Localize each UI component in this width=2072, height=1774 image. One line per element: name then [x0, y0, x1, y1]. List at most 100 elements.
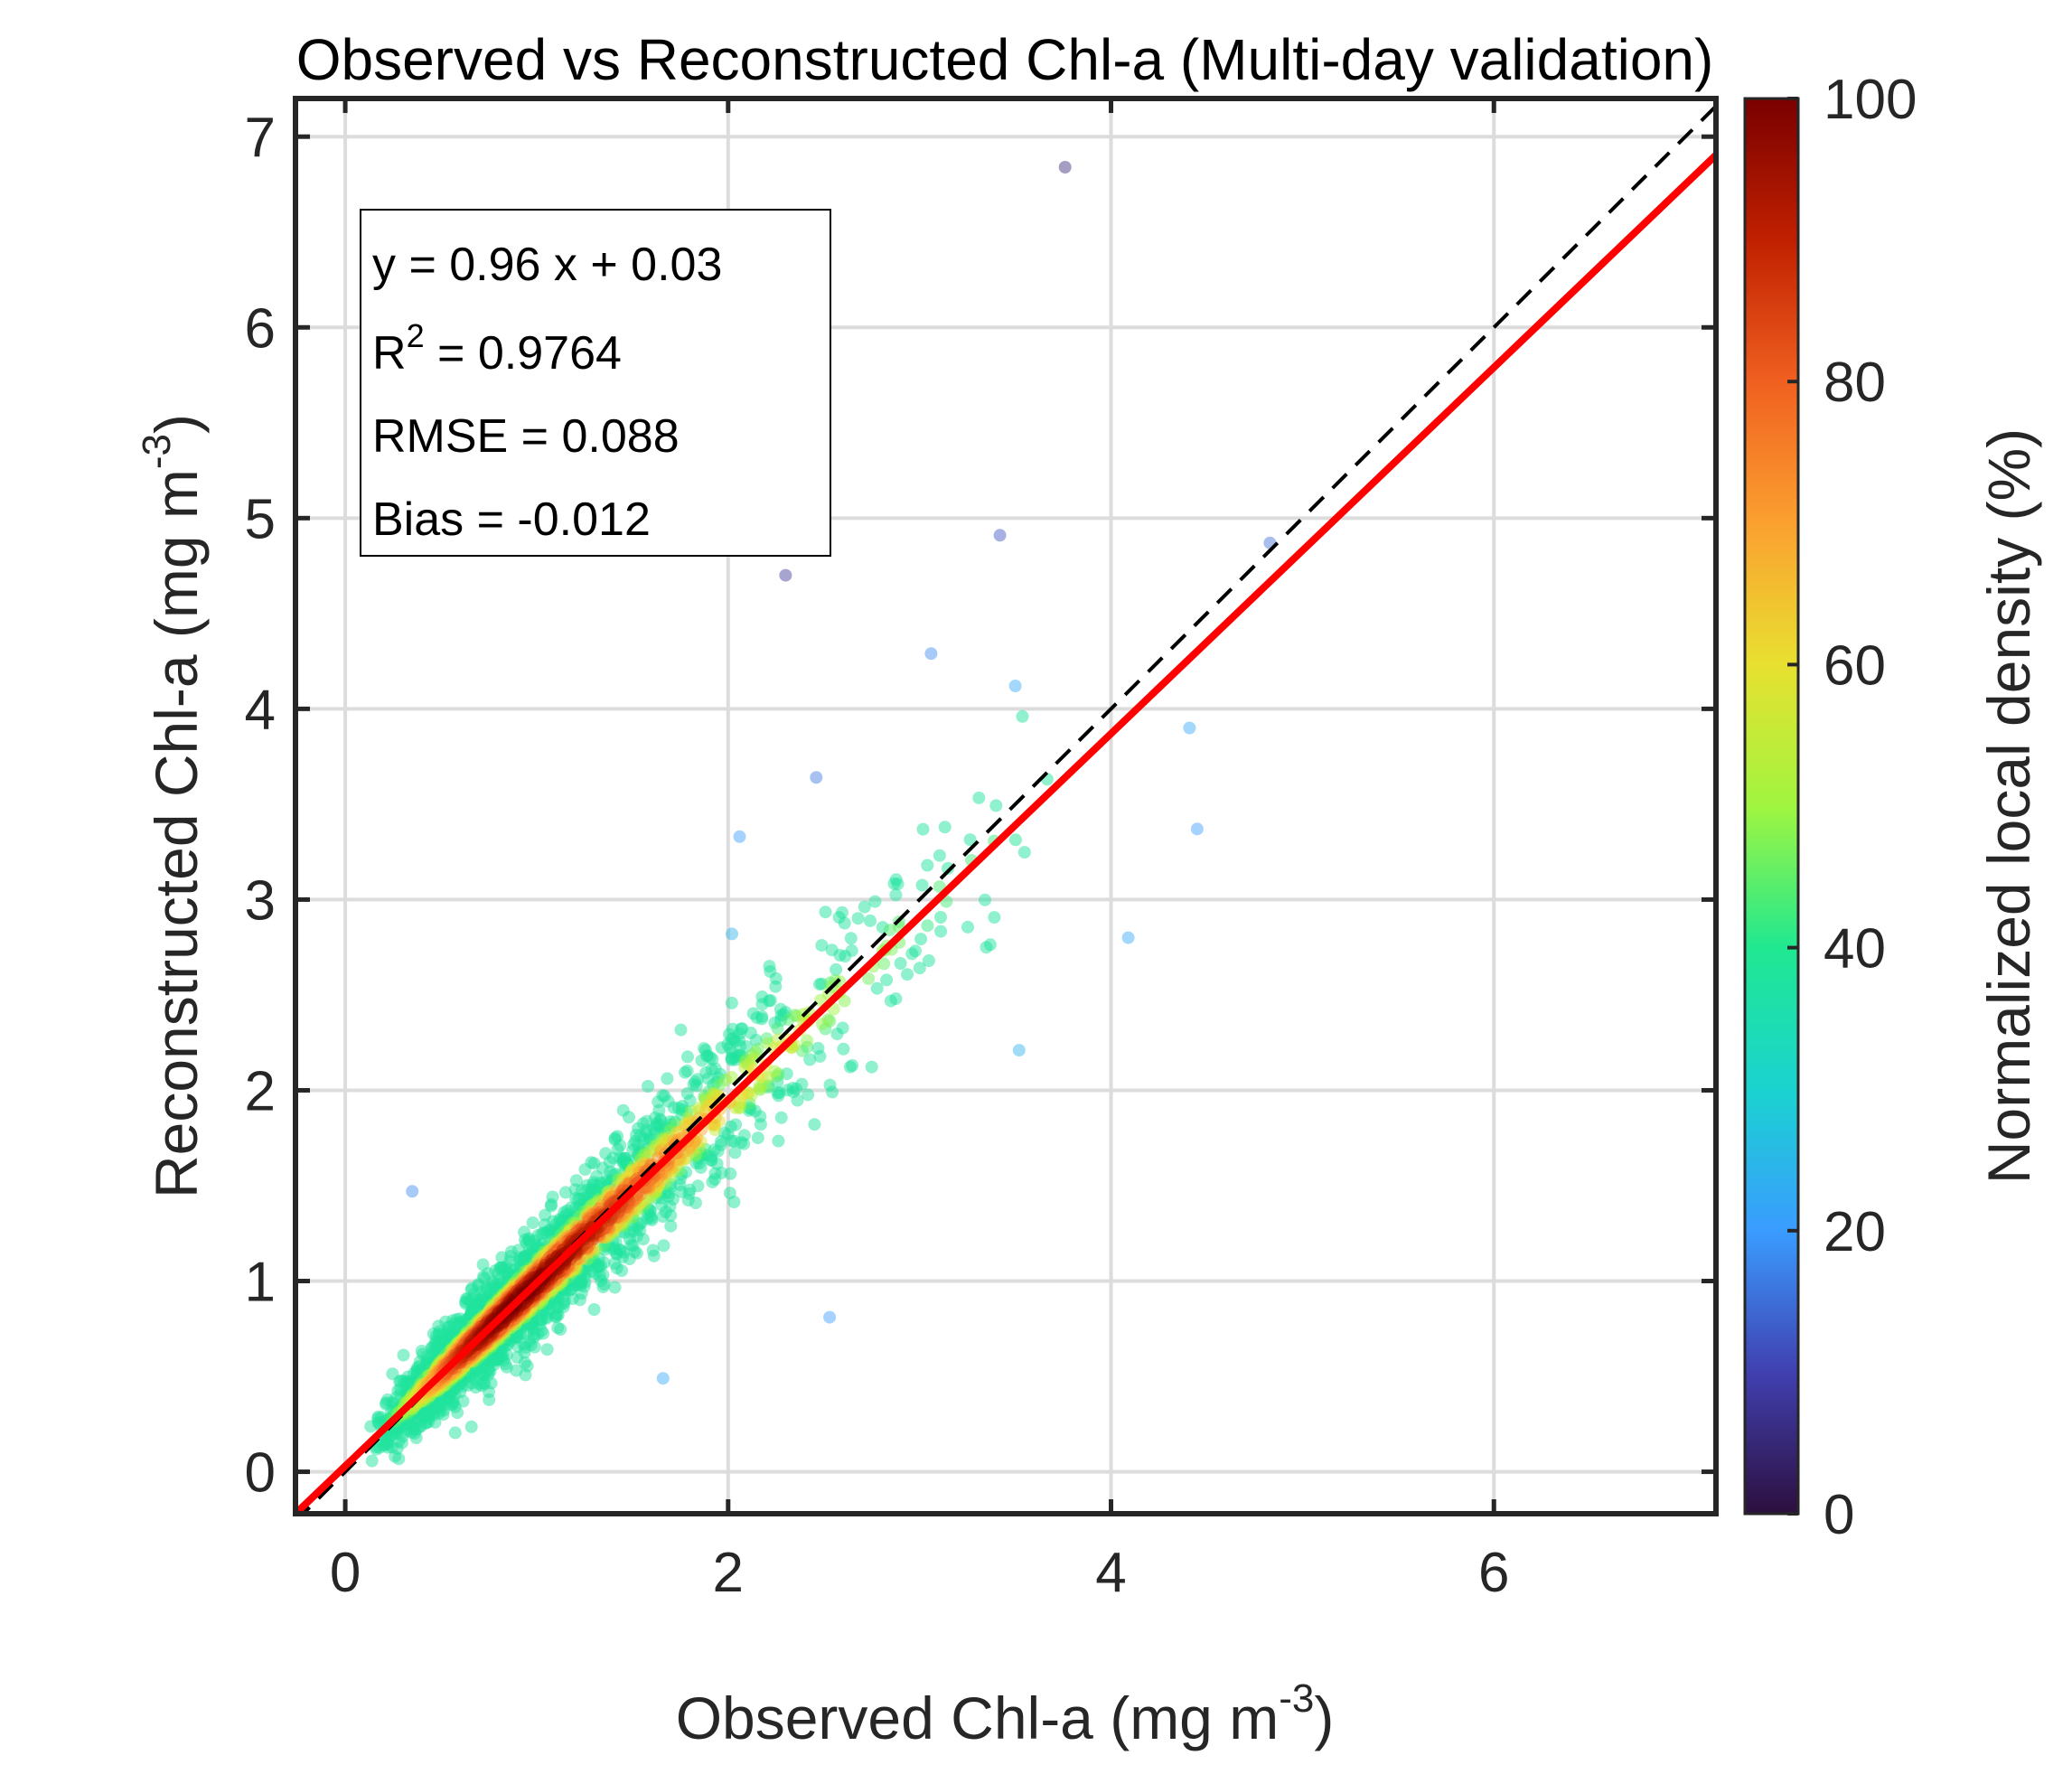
data-point — [647, 1249, 661, 1262]
data-point — [755, 990, 769, 1003]
y-tick-label: 5 — [245, 488, 276, 550]
data-point — [520, 1236, 533, 1250]
data-point — [913, 962, 926, 975]
rmse: RMSE = 0.088 — [372, 410, 680, 463]
data-point — [887, 877, 901, 890]
data-point — [728, 1146, 742, 1159]
data-point — [813, 1049, 827, 1063]
data-point — [714, 1138, 727, 1151]
data-point — [726, 927, 738, 941]
data-point — [889, 888, 903, 902]
data-point — [795, 1077, 809, 1091]
data-point — [830, 1028, 844, 1041]
data-point — [774, 1111, 788, 1124]
data-point — [623, 1111, 635, 1124]
data-point — [675, 1185, 688, 1198]
data-point — [656, 1210, 670, 1223]
colorbar-tick-label: 100 — [1824, 69, 1917, 131]
data-point — [914, 933, 928, 946]
data-point — [1016, 709, 1029, 723]
data-point — [938, 821, 952, 834]
y-tick-label: 2 — [245, 1060, 276, 1122]
data-point — [465, 1371, 479, 1384]
data-point — [706, 1175, 719, 1188]
colorbar-gradient — [1743, 97, 1800, 1516]
data-point — [934, 911, 947, 924]
data-point — [392, 1434, 406, 1448]
data-point — [460, 1292, 473, 1305]
data-point — [772, 1134, 785, 1148]
data-point — [554, 1323, 567, 1336]
data-point — [751, 1131, 764, 1145]
y-tick-label: 4 — [245, 679, 276, 741]
data-point — [656, 1372, 670, 1385]
data-point — [628, 1245, 642, 1258]
data-point — [826, 1085, 839, 1099]
data-point — [587, 1157, 601, 1170]
data-point — [963, 833, 977, 847]
data-point — [478, 1377, 492, 1391]
data-point — [727, 1134, 741, 1148]
data-point — [725, 1071, 738, 1084]
data-point — [819, 906, 832, 919]
data-point — [754, 1110, 767, 1123]
data-point — [681, 1050, 694, 1064]
data-point — [721, 1037, 735, 1051]
colorbar-tick-label: 0 — [1824, 1484, 1854, 1546]
data-point — [406, 1185, 419, 1198]
x-tick-label: 2 — [713, 1542, 744, 1604]
data-point — [539, 1208, 552, 1222]
data-point — [503, 1255, 517, 1268]
data-point — [443, 1320, 456, 1334]
data-point — [894, 957, 907, 970]
data-point — [825, 943, 839, 957]
data-point — [830, 962, 843, 976]
data-point — [801, 1034, 813, 1047]
data-point — [781, 1084, 794, 1097]
data-point — [608, 1133, 622, 1147]
y-tick-label: 0 — [245, 1442, 276, 1505]
data-point — [580, 1178, 594, 1192]
stats-box: y = 0.96 x + 0.03 R2 = 0.9764 RMSE = 0.0… — [360, 209, 831, 557]
axis-ticks: 0 2 4 6 0 1 2 3 4 5 6 7 — [245, 99, 1716, 1604]
data-point — [717, 1126, 731, 1140]
data-point — [868, 895, 882, 908]
data-point — [864, 914, 877, 927]
data-point — [983, 938, 997, 952]
data-point — [865, 1060, 878, 1074]
data-point — [575, 1287, 588, 1300]
data-point — [750, 1011, 764, 1025]
data-point — [592, 1260, 605, 1273]
data-point — [587, 1303, 601, 1316]
data-point — [545, 1197, 558, 1211]
x-axis-label: Observed Chl-a (mg m-3) — [676, 1676, 1335, 1751]
data-point — [725, 996, 738, 1009]
data-point — [729, 1118, 743, 1131]
data-point — [815, 939, 829, 953]
data-point — [922, 954, 935, 967]
data-point — [448, 1426, 462, 1440]
data-point — [905, 947, 919, 961]
data-point — [1008, 833, 1022, 847]
data-point — [608, 1281, 622, 1294]
data-point — [779, 568, 792, 582]
data-point — [915, 878, 929, 892]
data-point — [679, 1065, 692, 1079]
data-point — [526, 1216, 539, 1229]
data-point — [723, 1028, 736, 1041]
colorbar-tick-label: 40 — [1824, 918, 1886, 981]
data-point — [1017, 846, 1031, 859]
data-point — [870, 981, 884, 995]
data-point — [744, 1026, 757, 1039]
data-point — [1008, 680, 1022, 692]
data-point — [810, 771, 823, 784]
data-point — [710, 1157, 724, 1170]
data-point — [771, 1086, 784, 1100]
data-point — [1190, 822, 1204, 836]
data-point — [934, 925, 948, 938]
data-point — [408, 1422, 421, 1436]
data-point — [642, 1080, 654, 1093]
data-point — [456, 1394, 470, 1408]
x-tick-label: 0 — [330, 1542, 361, 1604]
